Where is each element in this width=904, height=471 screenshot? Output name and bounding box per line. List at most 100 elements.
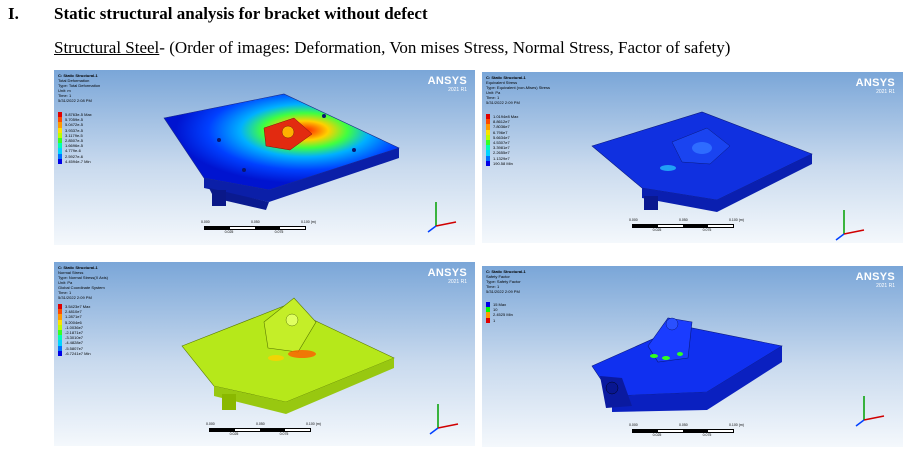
legend-label: 1.2871e7 [65, 314, 82, 320]
legend-swatch [58, 158, 62, 164]
legend-swatch [486, 119, 490, 125]
info-line: Type: Safety Factor [486, 279, 521, 284]
legend-swatch [58, 350, 62, 356]
brand-version: 2021 R1 [448, 87, 467, 93]
legend-swatch [486, 124, 490, 130]
legend-entry: 1.2871e7 [58, 314, 91, 320]
scale-tick: 0.000 [629, 423, 638, 427]
legend-swatch [486, 160, 490, 166]
legend-entry: 2.4810e7 [58, 309, 91, 315]
legend-label: 2.5927e-6 [65, 153, 84, 159]
scale-tick: 0.100 (m) [306, 422, 321, 426]
scale-tick: 0.100 (m) [729, 218, 744, 222]
safety-factor-model-render [591, 317, 783, 412]
legend-swatch [58, 329, 62, 336]
legend-label: 6.796e7 [493, 129, 508, 135]
scale-tick: 0.000 [206, 422, 215, 426]
legend-entry: 5.6634e7 [486, 134, 518, 140]
legend-swatch [58, 143, 62, 149]
deformation-model-render [163, 93, 400, 210]
legend-label: 2.4810e7 [65, 309, 82, 315]
scale-subtick: 0.075 [274, 230, 284, 234]
info-line: Type: Equivalent (von-Mises) Stress [486, 85, 551, 90]
scale-subtick: 0.075 [702, 433, 712, 437]
ansys-logo: ANSYS 2021 R1 [428, 268, 467, 286]
legend-entry: 6.796e7 [486, 129, 518, 135]
legend-swatch [486, 139, 490, 146]
von-mises-model-render [591, 111, 813, 212]
legend-swatch [486, 150, 490, 156]
scale-tick: 0.100 (m) [729, 423, 744, 427]
legend-entry: 5.7059e-5 [58, 117, 92, 123]
normal-stress-info: C: Static Structural-1 Normal Stress Typ… [58, 265, 108, 300]
legend-label: -5.5807e7 [65, 345, 84, 351]
info-line: Global Coordinate System [58, 285, 105, 290]
scale-subtick: 0.025 [652, 433, 662, 437]
safety-factor-info: C: Static Structural-1 Safety Factor Typ… [486, 269, 526, 294]
legend-entry: 5.2004e6 [58, 319, 91, 325]
legend-label: 4.779e-6 [65, 148, 81, 154]
legend-label: 4.4594e-7 Min [65, 158, 91, 164]
legend-label: -6.7241e7 Min [65, 350, 91, 356]
legend-swatch [486, 302, 490, 308]
scale-tick: 0.050 [679, 423, 688, 427]
info-line: Time: 1 [486, 95, 500, 100]
legend-entry: -2.1871e7 [58, 329, 91, 336]
info-line: Unit: Pa [58, 280, 73, 285]
info-line: Normal Stress [58, 270, 84, 275]
ansys-logo: ANSYS 2021 R1 [855, 77, 895, 96]
normal-stress-panel: C: Static Structural-1 Normal Stress Typ… [54, 262, 475, 446]
section-number: I. [8, 4, 19, 23]
info-line: C: Static Structural-1 [486, 269, 526, 274]
info-line: Equivalent Stress [486, 80, 518, 85]
legend-label: 1.1329e7 [493, 155, 510, 161]
legend-label: 190.58 Min [493, 160, 513, 166]
legend-entry: 7.8036e7 [486, 124, 518, 130]
info-line: 5/31/2022 2:09 PM [486, 100, 520, 105]
legend-entry: 10 [486, 307, 513, 313]
legend-swatch [486, 155, 490, 161]
legend-entry: 15 Max [486, 302, 513, 308]
legend-entry: 3.5423e7 Max [58, 304, 91, 310]
legend-label: 5.7059e-5 [65, 117, 84, 123]
legend-entry: 1.0194e8 Max [486, 114, 518, 120]
legend-label: -1.0036e7 [65, 324, 84, 330]
triad-icon [835, 210, 865, 241]
brand-name: ANSYS [855, 77, 895, 89]
legend-label: 2.4525 Min [493, 312, 513, 318]
legend-swatch [58, 148, 62, 154]
triad-icon [855, 396, 885, 427]
legend-swatch [58, 132, 62, 138]
scale-subtick: 0.025 [224, 230, 234, 234]
legend-swatch [58, 304, 62, 310]
legend-entry: -1.0036e7 [58, 324, 91, 330]
scale-bar: 0.000 0.050 0.100 (m) 0.025 0.075 [629, 218, 744, 232]
legend-entry: 2.2655e7 [486, 150, 518, 156]
legend-label: 4.5307e7 [493, 139, 510, 145]
info-line: Type: Total Deformation [58, 83, 101, 88]
legend-entry: 3.1179e-5 [58, 132, 92, 138]
legend-swatch [58, 324, 62, 330]
scale-subtick: 0.025 [229, 432, 239, 436]
deformation-info: C: Static Structural-1 Total Deformation… [58, 73, 100, 103]
info-line: C: Static Structural-1 [58, 265, 98, 270]
scale-subtick: 0.075 [279, 432, 289, 436]
legend-swatch [58, 117, 62, 123]
legend-swatch [486, 134, 490, 140]
legend-label: -3.3010e7 [65, 335, 84, 341]
section-heading: I. Static structural analysis for bracket… [8, 4, 428, 24]
legend-label: 3.1179e-5 [65, 132, 83, 138]
legend-label: 5.2004e6 [65, 319, 82, 325]
legend-entry: 5.0472e-5 [58, 122, 92, 128]
legend-label: 10 [493, 307, 498, 313]
scale-tick: 0.050 [679, 218, 688, 222]
legend-swatch [486, 145, 490, 151]
legend-swatch [486, 307, 490, 313]
triad-icon [427, 202, 457, 233]
legend-label: 5.0472e-5 [65, 122, 84, 128]
legend-swatch [58, 112, 62, 118]
legend-entry: 8.8612e7 [486, 119, 518, 125]
info-line: Time: 1 [486, 284, 500, 289]
legend-swatch [58, 137, 62, 144]
scale-tick: 0.100 (m) [301, 220, 316, 224]
